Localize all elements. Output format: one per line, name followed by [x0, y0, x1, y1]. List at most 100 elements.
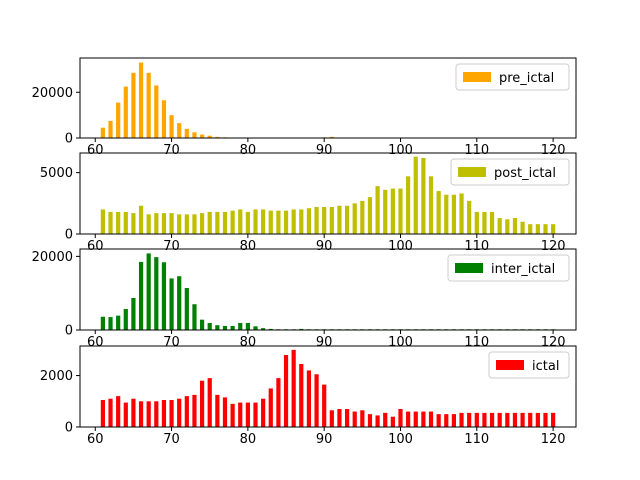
bar-ictal-84	[276, 378, 281, 427]
x-tick-label: 110	[464, 143, 489, 158]
bar-ictal-64	[123, 402, 128, 427]
bar-inter_ictal-75	[207, 323, 212, 330]
bar-ictal-117	[528, 412, 533, 427]
bar-post_ictal-61	[100, 209, 105, 234]
bar-post_ictal-101	[406, 176, 411, 234]
bar-pre_ictal-66	[138, 62, 144, 138]
bar-ictal-113	[497, 412, 502, 427]
bar-ictal-115	[512, 412, 518, 427]
bar-ictal-76	[215, 394, 220, 427]
bar-inter_ictal-66	[138, 261, 144, 330]
x-tick-label: 120	[541, 432, 566, 447]
bar-post_ictal-104	[428, 176, 434, 234]
bar-pre_ictal-67	[146, 72, 151, 138]
bar-pre_ictal-75	[207, 135, 212, 138]
bar-post_ictal-76	[215, 211, 220, 234]
x-tick-label: 80	[240, 239, 257, 254]
bar-post_ictal-92	[337, 205, 342, 234]
y-tick-label: 0	[65, 228, 73, 243]
bar-pre_ictal-91	[329, 136, 334, 138]
bar-post_ictal-77	[222, 211, 228, 234]
legend-label: ictal	[532, 359, 559, 374]
x-tick-label: 80	[240, 335, 257, 350]
legend-box	[447, 254, 570, 282]
bar-ictal-96	[367, 414, 373, 427]
bar-pre_ictal-63	[116, 102, 121, 138]
bar-ictal-82	[261, 398, 266, 427]
bar-ictal-109	[467, 412, 472, 427]
bar-inter_ictal-70	[169, 278, 174, 330]
bar-ictal-85	[283, 355, 289, 427]
bar-ictal-118	[535, 412, 540, 427]
legend-box	[488, 351, 570, 379]
axes-frame-pre_ictal	[79, 57, 577, 139]
bar-ictal-110	[474, 412, 479, 427]
bar-inter_ictal-67	[146, 253, 151, 330]
bar-ictal-88	[306, 370, 312, 427]
x-tick-label: 60	[87, 239, 104, 254]
bar-ictal-95	[360, 410, 365, 427]
bar-post_ictal-105	[436, 191, 441, 234]
bar-ictal-119	[543, 412, 548, 427]
bar-post_ictal-75	[207, 211, 212, 234]
bar-inter_ictal-73	[192, 304, 197, 330]
bar-ictal-103	[421, 411, 426, 427]
bar-post_ictal-70	[169, 213, 174, 234]
bar-ictal-100	[398, 409, 403, 427]
bar-post_ictal-65	[131, 213, 136, 234]
x-tick-label: 70	[163, 143, 180, 158]
x-tick-label: 60	[87, 432, 104, 447]
bar-ictal-120	[551, 412, 556, 427]
bar-post_ictal-74	[199, 213, 205, 234]
bar-post_ictal-88	[306, 208, 312, 234]
bar-post_ictal-113	[497, 218, 502, 234]
bar-post_ictal-78	[230, 210, 235, 234]
bar-post_ictal-72	[184, 214, 189, 234]
legend-ictal: ictal	[488, 351, 570, 379]
bar-ictal-68	[154, 401, 159, 427]
bar-post_ictal-119	[543, 224, 548, 234]
bar-pre_ictal-76	[215, 136, 220, 138]
bar-post_ictal-73	[192, 214, 197, 234]
bar-post_ictal-98	[383, 189, 388, 234]
subplot-inter_ictal: 60 70 80 90 100 110 120 0 20000 inter_ictal	[32, 248, 577, 350]
x-tick-label: 70	[163, 432, 180, 447]
bar-ictal-102	[413, 411, 418, 427]
x-tick-label: 70	[163, 239, 180, 254]
x-tick-label: 90	[316, 239, 333, 254]
axes-frame-inter_ictal	[79, 248, 577, 331]
x-tick-label: 60	[87, 335, 104, 350]
x-tick-label: 100	[388, 239, 413, 254]
bar-pre_ictal-70	[169, 115, 174, 138]
bar-inter_ictal-83	[268, 328, 273, 330]
bar-ictal-73	[192, 394, 197, 427]
bar-post_ictal-62	[108, 211, 113, 234]
y-tick-label: 5000	[40, 166, 73, 181]
y-tick-label: 0	[65, 324, 73, 339]
bar-ictal-83	[268, 388, 273, 427]
bar-inter_ictal-82	[261, 328, 266, 330]
bar-post_ictal-100	[398, 188, 403, 234]
y-tick-label: 20000	[32, 250, 73, 265]
bar-pre_ictal-71	[177, 123, 182, 138]
bar-ictal-81	[253, 402, 258, 427]
bar-ictal-107	[451, 414, 457, 427]
bar-ictal-112	[489, 412, 495, 427]
x-tick-label: 120	[541, 335, 566, 350]
axes-frame-ictal	[79, 345, 577, 428]
bar-post_ictal-86	[291, 209, 296, 234]
bar-inter_ictal-78	[230, 325, 235, 330]
bar-inter_ictal-72	[184, 288, 189, 330]
bar-post_ictal-117	[528, 224, 533, 234]
bar-pre_ictal-73	[192, 132, 197, 138]
x-tick-label: 90	[316, 432, 333, 447]
bar-ictal-105	[436, 414, 441, 427]
bar-ictal-75	[207, 378, 212, 427]
bar-post_ictal-63	[116, 211, 121, 234]
x-tick-label: 90	[316, 335, 333, 350]
bar-inter_ictal-79	[238, 323, 243, 330]
bar-inter_ictal-68	[154, 257, 159, 330]
bar-post_ictal-111	[482, 211, 487, 234]
bar-inter_ictal-63	[116, 315, 121, 330]
